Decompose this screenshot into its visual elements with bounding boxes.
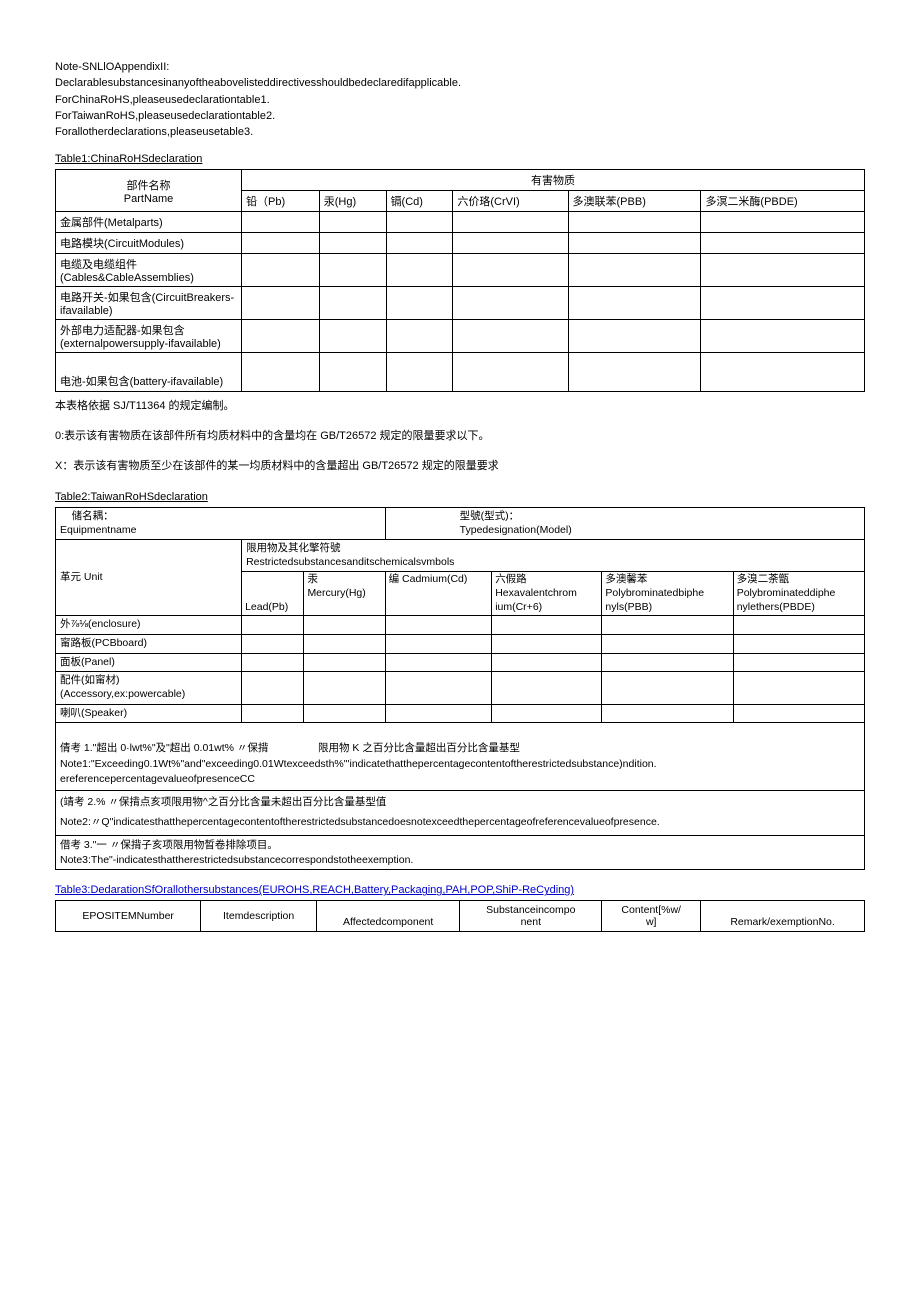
table-row: 电路开关-如果包含(CircuitBreakers- ifavailable)	[56, 287, 865, 320]
t3-col-4: Substanceincompo nent	[460, 901, 602, 932]
t2-col-hg: 汞Mercury(Hg)	[304, 572, 385, 616]
t2-note3: 借考 3."一 〃保揹子亥项限用物晳卷排除项目。 Note3:The"-indi…	[56, 836, 865, 870]
table-row: 电缆及电缆组件 (Cables&CableAssemblies)	[56, 254, 865, 287]
t2-cell: 面板(Panel)	[56, 653, 242, 672]
t1-note-1: 本表格依据 SJ/T11364 的规定编制。	[55, 397, 865, 417]
col-pb: 铅（Pb)	[242, 191, 320, 212]
table1-haz-header: 有害物质	[242, 170, 865, 191]
t3-col-3: Affectedcomponent	[317, 901, 460, 932]
table-row: 喇叭(Speaker)	[56, 704, 865, 723]
t2-restricted-cn: 限用物及其化擎符號	[246, 542, 341, 554]
col-cd: 镉(Cd)	[386, 191, 453, 212]
t2-note2: (靖考 2.% 〃保揹点亥项限用物^之百分比含量未超出百分比含量基型值 Note…	[56, 791, 865, 836]
t2-model-en: Typedesignation(Model)	[460, 524, 572, 536]
intro-notes: Note-SNLlOAppendixII: Declarablesubstanc…	[55, 60, 865, 139]
t3-col-5: Content[%w/ w]	[602, 901, 701, 932]
t1-cell: 电路模块(CircuitModules)	[56, 233, 242, 254]
table1-notes: 本表格依据 SJ/T11364 的规定编制。 0:表示该有害物质在该部件所有均质…	[55, 397, 865, 476]
intro-line-2: Declarablesubstancesinanyoftheaboveliste…	[55, 76, 865, 90]
t2-col-cr: 六假路Hexavalentchrom ium(Cr+6)	[492, 572, 602, 616]
table-row: 外部电力适配器-如果包含 (externalpowersupply-ifavai…	[56, 320, 865, 353]
label: Lead(Pb)	[245, 601, 288, 613]
table3-other-substances: EPOSITEMNumber Itemdescription Affectedc…	[55, 900, 865, 932]
t2-col-pbde: 多溴二荼甑Polybrominateddiphe nylethers(PBDE)	[733, 572, 864, 616]
table1-partname-en: PartName	[60, 193, 237, 205]
table1-china-rohs: 部件名称 PartName 有害物质 铅（Pb) 汞(Hg) 镉(Cd) 六价珞…	[55, 169, 865, 392]
table-row: 电池-如果包含(battery-ifavailable)	[56, 353, 865, 392]
t2-cell: 喇叭(Speaker)	[56, 704, 242, 723]
t2-eqname: 储名耦： Equipmentname	[56, 507, 386, 539]
table-row: 配件(如甯材) (Accessory,ex:powercable)	[56, 672, 865, 704]
t2-model-cn: 型號(型式)：	[460, 510, 520, 522]
t2-col-cd: 编 Cadmium(Cd)	[385, 572, 492, 616]
table-row: 外⅞⅛(enclosure)	[56, 616, 865, 635]
table2-taiwan-rohs: 储名耦： Equipmentname 型號(型式)： Typedesignati…	[55, 507, 865, 871]
t2-model: 型號(型式)： Typedesignation(Model)	[385, 507, 864, 539]
t3-col-6: Remark/exemptionNo.	[701, 901, 865, 932]
t2-cell: 外⅞⅛(enclosure)	[56, 616, 242, 635]
t1-cell: 金属部件(Metalparts)	[56, 212, 242, 233]
col-pbb: 多澳联苯(PBB)	[568, 191, 701, 212]
t1-cell: 外部电力适配器-如果包含 (externalpowersupply-ifavai…	[56, 320, 242, 353]
t2-unit: 革元 Unit	[56, 540, 242, 616]
table2-title: Table2:TaiwanRoHSdeclaration	[55, 491, 865, 503]
intro-line-1: Note-SNLlOAppendixII:	[55, 60, 865, 74]
t2-col-pb: Lead(Pb)	[242, 572, 304, 616]
t1-cell: 电池-如果包含(battery-ifavailable)	[56, 353, 242, 392]
t2-cell: 配件(如甯材) (Accessory,ex:powercable)	[56, 672, 242, 704]
intro-line-3: ForChinaRoHS,pleaseusedeclarationtable1.	[55, 93, 865, 107]
table-row: 电路模块(CircuitModules)	[56, 233, 865, 254]
t2-restricted-en: Restrictedsubstancesanditschemicalsvmbol…	[246, 556, 454, 568]
table-row: 甯路板(PCBboard)	[56, 635, 865, 654]
t2-restricted: 限用物及其化擎符號 Restrictedsubstancesanditschem…	[242, 540, 865, 572]
t2-cell: 甯路板(PCBboard)	[56, 635, 242, 654]
t2-eqname-cn: 储名耦：	[72, 510, 114, 522]
t1-cell: 电路开关-如果包含(CircuitBreakers- ifavailable)	[56, 287, 242, 320]
table1-partname-cn: 部件名称	[60, 177, 237, 193]
col-cr: 六价珞(CrVI)	[453, 191, 568, 212]
t1-note-3: X：表示该有害物质至少在该部件的某一均质材料中的含量超出 GB/T26572 规…	[55, 457, 865, 477]
intro-line-4: ForTaiwanRoHS,pleaseusedeclarationtable2…	[55, 109, 865, 123]
t2-note1: 倩考 1."超出 0·lwt%"及"超出 0.01wt% 〃保揹 限用物 K 之…	[56, 723, 865, 791]
table3-title: Table3:DedarationSfOrallothersubstances(…	[55, 884, 865, 896]
t3-col-1: EPOSITEMNumber	[56, 901, 201, 932]
col-pbde: 多溟二米酶(PBDE)	[701, 191, 865, 212]
table-row: 面板(Panel)	[56, 653, 865, 672]
t1-cell: 电缆及电缆组件 (Cables&CableAssemblies)	[56, 254, 242, 287]
t1-note-2: 0:表示该有害物质在该部件所有均质材料中的含量均在 GB/T26572 规定的限…	[55, 427, 865, 447]
col-hg: 汞(Hg)	[319, 191, 386, 212]
intro-line-5: Forallotherdeclarations,pleaseusetable3.	[55, 125, 865, 139]
t2-eqname-en: Equipmentname	[60, 524, 136, 536]
table-row: 金属部件(Metalparts)	[56, 212, 865, 233]
t3-col-2: Itemdescription	[201, 901, 317, 932]
table1-title: Table1:ChinaRoHSdeclaration	[55, 153, 865, 165]
t2-col-pbb: 多澳馨苯Polybrominatedbiphe nyls(PBB)	[602, 572, 733, 616]
